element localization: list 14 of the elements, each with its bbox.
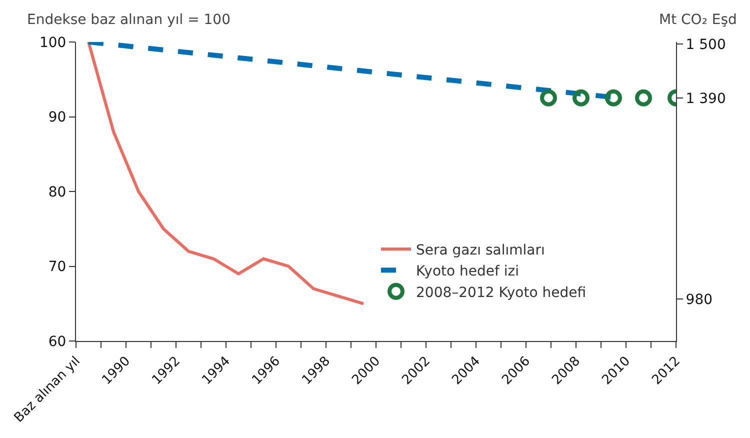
y-tick-label: 100 xyxy=(39,34,66,51)
y2-axis-title: Mt CO₂ Eşd xyxy=(659,12,737,28)
y2-tick-label: 1 390 xyxy=(686,90,726,107)
y2-tick-label: 1 500 xyxy=(686,36,726,53)
y2-tick-label: 980 xyxy=(686,292,713,308)
legend-label: Kyoto hedef izi xyxy=(416,264,520,280)
legend-label: Sera gazı salımları xyxy=(416,242,545,258)
line-series xyxy=(87,42,365,306)
y-tick-label: 70 xyxy=(48,259,66,276)
y-tick-label: 90 xyxy=(48,110,66,126)
y-axis-title: Endekse baz alınan yıl = 100 xyxy=(27,12,230,28)
legend-label: 2008–2012 Kyoto hedefi xyxy=(416,284,586,301)
y-tick-label: 60 xyxy=(48,334,66,350)
y-tick-label: 80 xyxy=(48,184,66,200)
